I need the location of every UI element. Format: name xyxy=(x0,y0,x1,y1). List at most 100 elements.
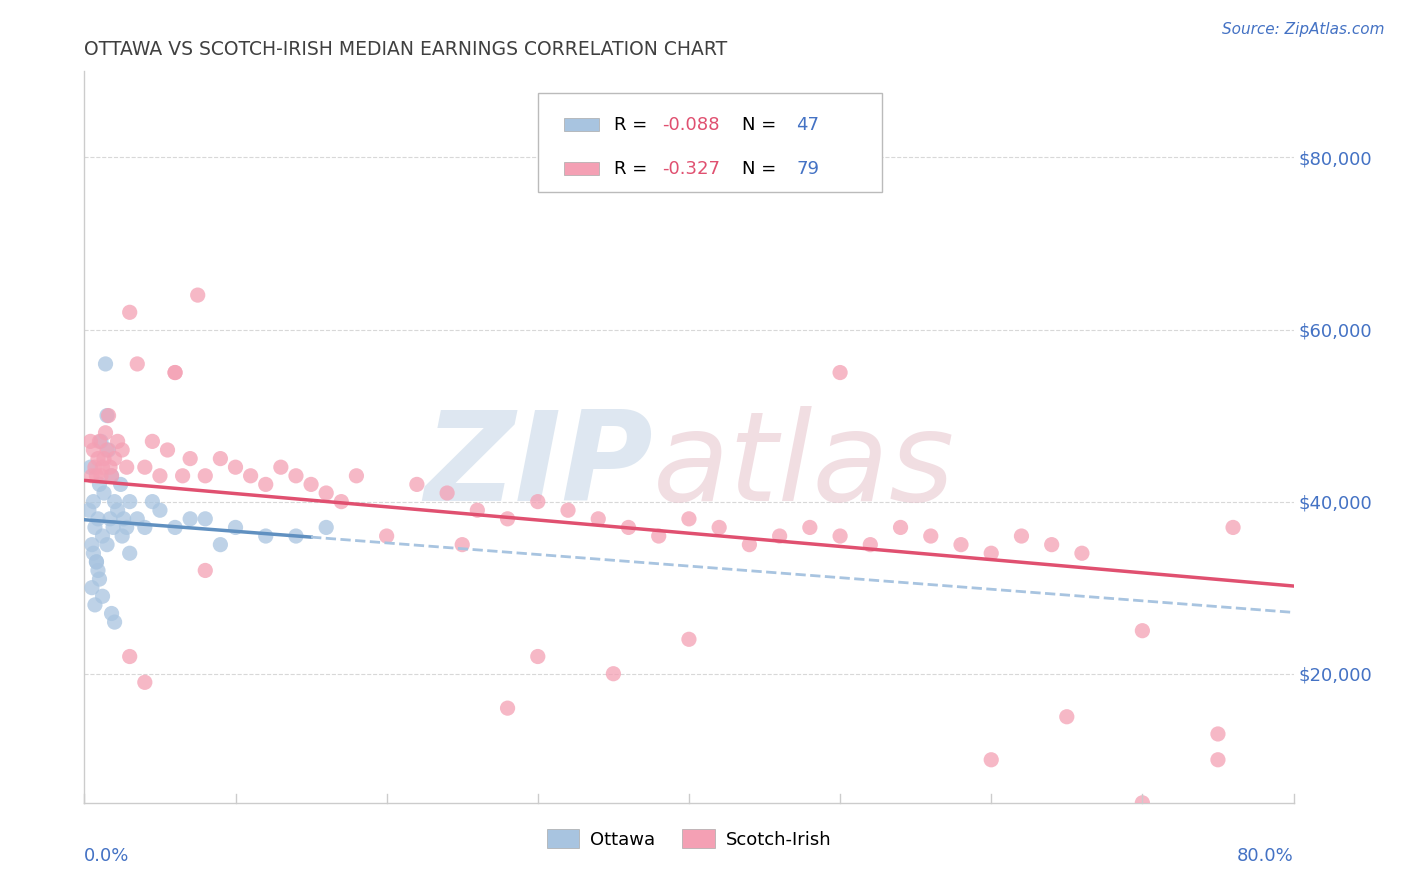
Text: Source: ZipAtlas.com: Source: ZipAtlas.com xyxy=(1222,22,1385,37)
Point xyxy=(270,460,292,475)
Point xyxy=(588,512,610,526)
Point xyxy=(97,409,120,423)
Point xyxy=(96,442,118,457)
Point xyxy=(87,451,110,466)
Point xyxy=(1011,529,1033,543)
Point xyxy=(80,538,103,552)
Point xyxy=(172,468,194,483)
Text: OTTAWA VS SCOTCH-IRISH MEDIAN EARNINGS CORRELATION CHART: OTTAWA VS SCOTCH-IRISH MEDIAN EARNINGS C… xyxy=(84,39,728,59)
Point xyxy=(112,512,135,526)
Point xyxy=(90,434,112,449)
Point xyxy=(375,529,398,543)
Point xyxy=(557,503,579,517)
Point xyxy=(91,529,114,543)
Point xyxy=(104,615,127,629)
Point xyxy=(451,538,474,552)
Point xyxy=(1071,546,1094,560)
Point xyxy=(84,520,107,534)
Point xyxy=(299,477,322,491)
Point xyxy=(830,366,852,380)
FancyBboxPatch shape xyxy=(538,94,883,192)
Point xyxy=(799,520,821,534)
Point xyxy=(96,538,118,552)
Point xyxy=(1040,538,1063,552)
Text: R =: R = xyxy=(614,160,652,178)
Point xyxy=(86,468,108,483)
Point xyxy=(134,460,156,475)
Point xyxy=(91,589,114,603)
Point xyxy=(315,486,337,500)
Point xyxy=(84,598,107,612)
Point xyxy=(830,529,852,543)
Point xyxy=(80,468,103,483)
Point xyxy=(149,503,172,517)
Point xyxy=(141,434,163,449)
Point xyxy=(187,288,209,302)
Point xyxy=(1206,753,1229,767)
Point xyxy=(346,468,368,483)
Point xyxy=(330,494,353,508)
Text: ZIP: ZIP xyxy=(425,406,652,527)
Point xyxy=(980,753,1002,767)
Point xyxy=(89,477,111,491)
Point xyxy=(127,512,149,526)
Point xyxy=(225,460,247,475)
Point xyxy=(709,520,731,534)
Point xyxy=(94,357,117,371)
Point xyxy=(118,649,141,664)
Point xyxy=(209,451,232,466)
Point xyxy=(194,564,217,578)
Point xyxy=(104,494,127,508)
Point xyxy=(79,460,101,475)
Point xyxy=(496,701,519,715)
Point xyxy=(98,460,121,475)
Point xyxy=(769,529,792,543)
Point xyxy=(104,451,127,466)
Point xyxy=(87,512,110,526)
Point xyxy=(118,305,141,319)
Text: R =: R = xyxy=(614,116,652,134)
Point xyxy=(859,538,882,552)
Point xyxy=(141,494,163,508)
Point xyxy=(527,494,550,508)
Legend: Ottawa, Scotch-Irish: Ottawa, Scotch-Irish xyxy=(540,822,838,856)
Text: 80.0%: 80.0% xyxy=(1237,847,1294,864)
Point xyxy=(93,451,115,466)
Text: N =: N = xyxy=(742,116,782,134)
Point xyxy=(101,520,124,534)
Point xyxy=(648,529,671,543)
Point xyxy=(406,477,429,491)
Point xyxy=(98,512,121,526)
Point xyxy=(165,366,187,380)
Point xyxy=(194,512,217,526)
Point xyxy=(77,503,100,517)
Text: atlas: atlas xyxy=(652,406,955,527)
Point xyxy=(89,572,111,586)
Point xyxy=(225,520,247,534)
Point xyxy=(738,538,761,552)
Point xyxy=(111,529,134,543)
Point xyxy=(127,357,149,371)
Point xyxy=(194,468,217,483)
Point xyxy=(165,366,187,380)
Point xyxy=(118,494,141,508)
Point xyxy=(920,529,942,543)
Point xyxy=(678,632,700,647)
Point xyxy=(79,434,101,449)
Point xyxy=(100,468,122,483)
Point xyxy=(1222,520,1244,534)
Point xyxy=(254,477,277,491)
Point xyxy=(82,546,104,560)
Point xyxy=(315,520,337,534)
Point xyxy=(100,607,122,621)
Point xyxy=(950,538,973,552)
FancyBboxPatch shape xyxy=(564,118,599,131)
Point xyxy=(89,434,111,449)
Text: 47: 47 xyxy=(796,116,820,134)
Point xyxy=(82,442,104,457)
Point xyxy=(86,555,108,569)
Point xyxy=(254,529,277,543)
Text: -0.327: -0.327 xyxy=(662,160,720,178)
Point xyxy=(467,503,489,517)
Point xyxy=(134,520,156,534)
